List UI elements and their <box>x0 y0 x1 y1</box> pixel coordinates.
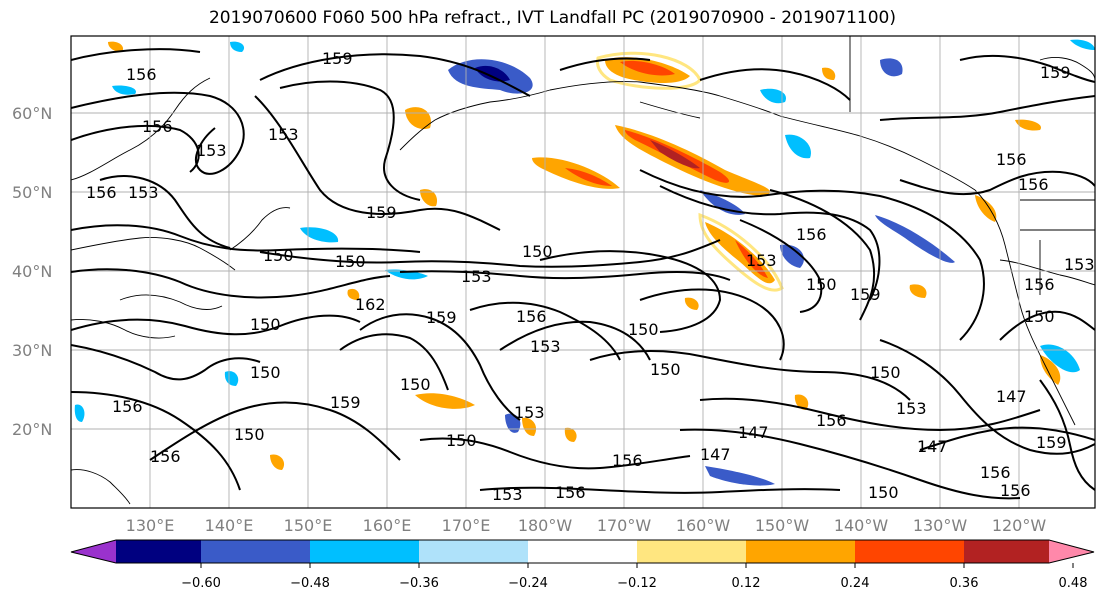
latitude-labels: 60°N 50°N 40°N 30°N 20°N <box>12 104 52 439</box>
map-panel: 156 156 159 156 153 153 159 159 156 150 … <box>70 35 1096 509</box>
colorbar-tick-label: −0.48 <box>290 576 330 591</box>
contour-label: 150 <box>806 275 837 294</box>
contour-label: 159 <box>330 393 361 412</box>
contour-label: 159 <box>322 49 353 68</box>
lon-label: 140°E <box>205 516 254 535</box>
colorbar-segment <box>116 540 202 563</box>
contour-label: 150 <box>446 431 477 450</box>
contour-label: 150 <box>250 363 281 382</box>
map-title: 2019070600 F060 500 hPa refract., IVT La… <box>208 8 896 28</box>
contour-label: 156 <box>142 117 173 136</box>
lon-label: 140°W <box>834 516 889 535</box>
contour-label: 150 <box>263 246 294 265</box>
contour-label: 156 <box>516 307 547 326</box>
lon-label: 120°W <box>992 516 1047 535</box>
contour-label: 156 <box>555 483 586 502</box>
graticule <box>71 36 1095 508</box>
contour-label: 153 <box>896 399 927 418</box>
contour-label: 150 <box>650 360 681 379</box>
contour-label: 156 <box>112 397 143 416</box>
colorbar-segment <box>964 540 1050 563</box>
refractivity-contours <box>71 48 1095 500</box>
lon-label: 150°E <box>284 516 333 535</box>
contour-label: 153 <box>746 251 777 270</box>
contour-label: 156 <box>996 150 1027 169</box>
lon-label: 180°W <box>518 516 573 535</box>
contour-label: 147 <box>996 387 1027 406</box>
lat-label: 30°N <box>12 341 52 360</box>
colorbar-segment <box>419 540 529 563</box>
colorbar: −0.60 −0.48 −0.36 −0.24 −0.12 0.12 0.24 0.36 0.4… <box>70 539 1095 591</box>
contour-label: 153 <box>196 141 227 160</box>
colorbar-segment <box>855 540 965 563</box>
contour-label: 153 <box>514 403 545 422</box>
coastline-layer <box>71 36 1095 505</box>
contour-label: 153 <box>530 337 561 356</box>
contour-label: 147 <box>917 437 948 456</box>
anomaly-fill-layer <box>74 39 1095 486</box>
lon-label: 160°W <box>676 516 731 535</box>
contour-label: 156 <box>150 447 181 466</box>
lon-label: 130°W <box>913 516 968 535</box>
contour-label: 153 <box>128 183 159 202</box>
contour-label: 156 <box>126 65 157 84</box>
contour-label: 159 <box>426 308 457 327</box>
lat-label: 50°N <box>12 183 52 202</box>
contour-label: 147 <box>738 423 769 442</box>
contour-label: 150 <box>870 363 901 382</box>
contour-labels: 156 156 159 156 153 153 159 159 156 150 … <box>86 49 1095 504</box>
lon-label: 150°W <box>755 516 810 535</box>
contour-label: 150 <box>522 242 553 261</box>
contour-label: 150 <box>335 252 366 271</box>
contour-label: 159 <box>366 203 397 222</box>
contour-label: 156 <box>816 411 847 430</box>
contour-label: 156 <box>612 451 643 470</box>
contour-label: 159 <box>1036 433 1067 452</box>
lon-label: 160°E <box>363 516 412 535</box>
contour-label: 153 <box>1064 255 1095 274</box>
colorbar-extend-high <box>1049 540 1094 563</box>
lat-label: 60°N <box>12 104 52 123</box>
contour-label: 156 <box>980 463 1011 482</box>
contour-label: 156 <box>1000 481 1031 500</box>
contour-label: 159 <box>850 285 881 304</box>
colorbar-tick-label: −0.36 <box>399 576 439 591</box>
colorbar-tick-label: −0.24 <box>508 576 548 591</box>
colorbar-tick-label: 0.36 <box>950 576 979 591</box>
contour-label: 153 <box>461 267 492 286</box>
lat-label: 40°N <box>12 262 52 281</box>
colorbar-extend-low <box>71 540 116 563</box>
contour-label: 156 <box>1024 275 1055 294</box>
contour-label: 162 <box>355 295 386 314</box>
colorbar-tick-label: −0.60 <box>181 576 221 591</box>
contour-label: 159 <box>1040 63 1071 82</box>
contour-label: 147 <box>700 445 731 464</box>
contour-label: 150 <box>868 483 899 502</box>
contour-label: 150 <box>250 315 281 334</box>
contour-label: 156 <box>1018 175 1049 194</box>
lon-label: 170°E <box>442 516 491 535</box>
contour-label: 156 <box>796 225 827 244</box>
colorbar-segment <box>310 540 420 563</box>
contour-label: 150 <box>400 375 431 394</box>
lon-label: 130°E <box>126 516 175 535</box>
colorbar-segment <box>637 540 747 563</box>
colorbar-tick-label: 0.24 <box>841 576 870 591</box>
colorbar-segment <box>201 540 311 563</box>
contour-label: 150 <box>1024 307 1055 326</box>
colorbar-tick-label: −0.12 <box>617 576 657 591</box>
contour-label: 156 <box>86 183 117 202</box>
colorbar-tick-label: 0.48 <box>1059 576 1088 591</box>
colorbar-segment <box>746 540 856 563</box>
contour-label: 150 <box>628 320 659 339</box>
contour-label: 150 <box>234 425 265 444</box>
colorbar-tick-label: 0.12 <box>732 576 761 591</box>
lat-label: 20°N <box>12 420 52 439</box>
contour-label: 153 <box>492 485 523 504</box>
colorbar-segment <box>528 540 638 563</box>
lon-label: 170°W <box>597 516 652 535</box>
contour-label: 153 <box>268 125 299 144</box>
longitude-labels: 130°E 140°E 150°E 160°E 170°E 180°W 170°… <box>126 516 1047 535</box>
